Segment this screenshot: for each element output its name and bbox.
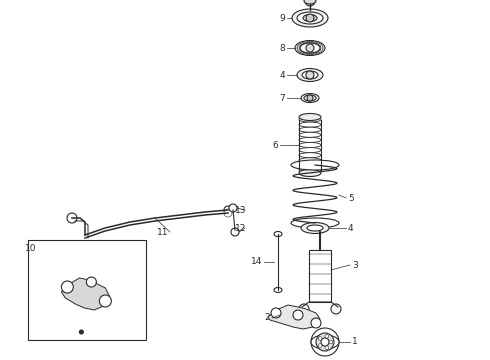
Circle shape: [311, 328, 339, 356]
Ellipse shape: [299, 143, 321, 148]
Text: 1: 1: [352, 338, 358, 346]
Ellipse shape: [299, 148, 321, 153]
Ellipse shape: [299, 163, 321, 168]
Text: 10: 10: [24, 243, 36, 252]
Text: 6: 6: [272, 140, 278, 149]
Ellipse shape: [299, 168, 321, 173]
Ellipse shape: [299, 132, 321, 137]
Ellipse shape: [291, 160, 339, 170]
Text: 11: 11: [156, 228, 168, 237]
Text: 8: 8: [279, 44, 285, 53]
Text: 13: 13: [235, 206, 246, 215]
Ellipse shape: [291, 218, 339, 228]
Ellipse shape: [307, 225, 323, 231]
Circle shape: [271, 308, 281, 318]
Ellipse shape: [297, 12, 323, 24]
Ellipse shape: [295, 41, 325, 55]
Text: 4: 4: [348, 224, 354, 233]
Ellipse shape: [274, 288, 282, 292]
Ellipse shape: [301, 222, 329, 234]
Ellipse shape: [303, 14, 317, 22]
Circle shape: [306, 14, 314, 22]
Ellipse shape: [299, 138, 321, 143]
Bar: [28, 240, 146, 340]
Circle shape: [99, 295, 111, 307]
Ellipse shape: [292, 9, 328, 27]
Circle shape: [86, 277, 97, 287]
Circle shape: [79, 330, 83, 334]
Ellipse shape: [299, 122, 321, 127]
Circle shape: [224, 209, 232, 217]
Circle shape: [67, 213, 77, 223]
Ellipse shape: [302, 71, 318, 79]
Text: 14: 14: [250, 257, 262, 266]
Ellipse shape: [274, 231, 282, 237]
Bar: [309, 250, 331, 302]
Text: 9: 9: [279, 14, 285, 23]
Ellipse shape: [297, 68, 323, 81]
Text: 5: 5: [348, 194, 354, 202]
Circle shape: [305, 0, 315, 6]
Text: 7: 7: [279, 94, 285, 103]
Circle shape: [299, 304, 309, 314]
Circle shape: [318, 337, 322, 340]
Circle shape: [306, 44, 314, 52]
Ellipse shape: [301, 94, 319, 103]
Text: 2: 2: [265, 314, 270, 323]
Circle shape: [61, 281, 74, 293]
Ellipse shape: [304, 95, 316, 101]
Polygon shape: [61, 278, 109, 310]
Ellipse shape: [299, 170, 321, 176]
Text: 12: 12: [235, 224, 246, 233]
Ellipse shape: [300, 43, 320, 53]
Circle shape: [307, 95, 313, 101]
Circle shape: [311, 318, 321, 328]
Circle shape: [331, 304, 341, 314]
Ellipse shape: [304, 0, 316, 4]
Text: 3: 3: [352, 261, 358, 270]
Circle shape: [329, 340, 333, 344]
Circle shape: [231, 228, 239, 236]
Ellipse shape: [299, 127, 321, 132]
Polygon shape: [268, 305, 320, 329]
Ellipse shape: [311, 335, 339, 349]
Ellipse shape: [299, 153, 321, 158]
Circle shape: [321, 338, 329, 346]
Circle shape: [316, 333, 334, 351]
Circle shape: [325, 334, 329, 338]
Circle shape: [224, 206, 232, 214]
Ellipse shape: [299, 117, 321, 122]
Text: 4: 4: [279, 71, 285, 80]
Circle shape: [318, 344, 322, 347]
Circle shape: [325, 346, 329, 350]
Circle shape: [293, 310, 303, 320]
Circle shape: [306, 71, 314, 79]
Ellipse shape: [299, 113, 321, 121]
Circle shape: [229, 204, 237, 212]
Ellipse shape: [299, 158, 321, 163]
